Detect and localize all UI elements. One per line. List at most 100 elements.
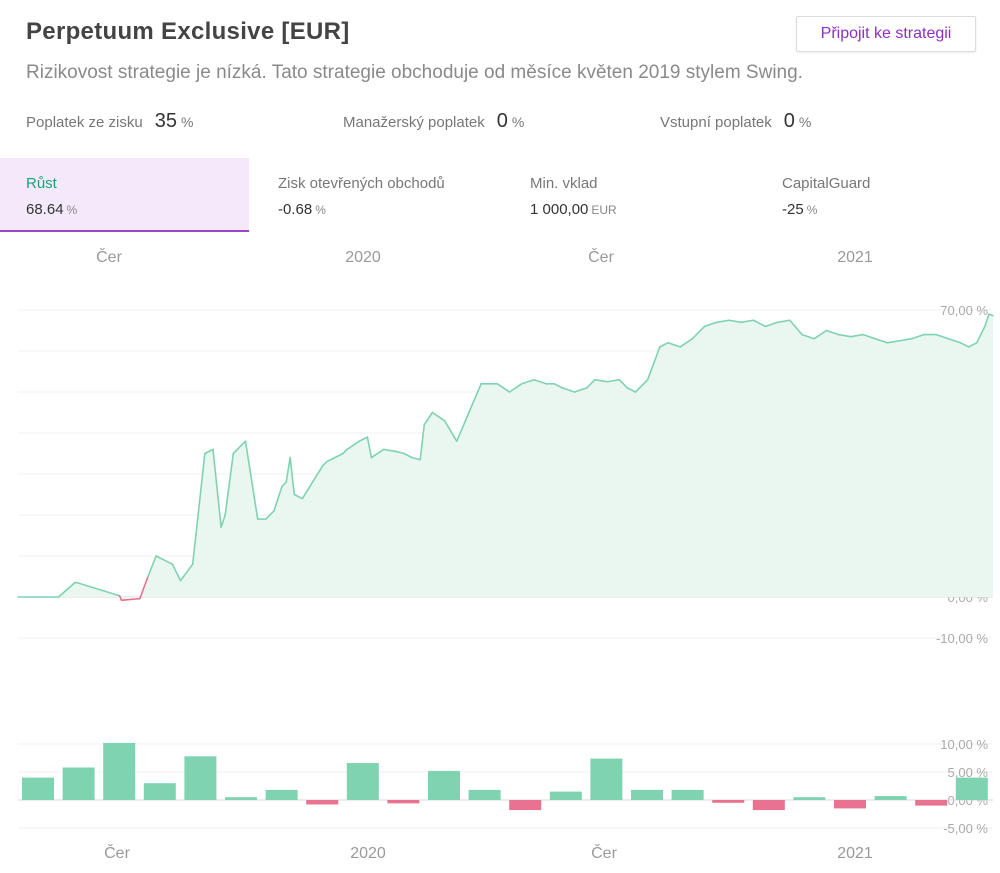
tab-growth-label: Růst xyxy=(26,175,57,192)
top-x-tick-label: 2021 xyxy=(837,249,873,266)
bar-y-tick-label: 0,00 % xyxy=(948,793,989,808)
growth-line-segment xyxy=(975,325,986,344)
monthly-bar xyxy=(590,758,623,800)
tab-growth-unit: % xyxy=(66,203,78,217)
growth-line-segment xyxy=(468,382,482,414)
tab-capitalguard[interactable]: CapitalGuard -25% xyxy=(756,158,1000,232)
tab-min-deposit[interactable]: Min. vklad 1 000,00 EUR xyxy=(504,158,753,232)
fee-entry-unit: % xyxy=(798,114,812,130)
growth-line-segment xyxy=(520,378,535,385)
area-y-tick-label: 70,00 % xyxy=(940,303,988,318)
growth-line-segment xyxy=(411,456,421,461)
strategy-title: Perpetuum Exclusive [EUR] xyxy=(26,18,350,45)
growth-line-segment xyxy=(273,485,283,512)
growth-line-segment xyxy=(874,337,889,344)
area-fill xyxy=(18,314,993,601)
monthly-bar xyxy=(671,789,704,800)
fee-profit-unit: % xyxy=(180,114,194,130)
fee-entry-label: Vstupní poplatek xyxy=(660,114,772,131)
growth-line-segment xyxy=(967,341,978,348)
growth-line-segment xyxy=(265,510,275,520)
growth-line-segment xyxy=(594,378,608,383)
growth-line-segment xyxy=(120,597,141,602)
growth-line-segment xyxy=(764,321,779,328)
growth-line-segment xyxy=(898,337,913,342)
growth-line-segment xyxy=(606,378,621,383)
growth-line-segment xyxy=(573,387,588,393)
monthly-bar xyxy=(915,800,948,806)
tab-open-trades-profit[interactable]: Zisk otevřených obchodů -0.68% xyxy=(252,158,501,232)
monthly-bar xyxy=(306,800,339,805)
growth-line-segment xyxy=(76,581,121,597)
area-y-tick-label: 20,00 % xyxy=(940,508,988,523)
monthly-bar xyxy=(428,770,460,800)
growth-line-segment xyxy=(191,452,206,566)
growth-line-segment xyxy=(220,514,226,529)
tab-capitalguard-unit: % xyxy=(806,203,818,217)
fee-management-label: Manažerský poplatek xyxy=(343,114,485,131)
growth-line-segment xyxy=(691,325,706,340)
growth-line-segment xyxy=(837,333,852,338)
growth-line-segment xyxy=(171,563,182,582)
growth-line-segment xyxy=(289,456,296,496)
growth-line-segment xyxy=(224,452,235,516)
growth-line-segment xyxy=(910,333,925,340)
growth-line-segment xyxy=(212,448,222,529)
area-y-tick-label: 30,00 % xyxy=(940,467,988,482)
growth-line-segment xyxy=(431,411,446,422)
area-y-tick-label: 60,00 % xyxy=(940,344,988,359)
growth-line-segment xyxy=(346,440,361,451)
growth-line-segment xyxy=(285,456,291,484)
fee-entry-value: 0 xyxy=(783,110,795,132)
growth-line-segment xyxy=(244,440,259,520)
monthly-bar xyxy=(793,797,826,800)
fee-management-value: 0 xyxy=(496,110,508,132)
bottom-x-tick-label: Čer xyxy=(591,843,617,862)
monthly-bar xyxy=(387,800,420,804)
growth-line-segment xyxy=(679,337,694,348)
bar-y-tick-label: 5,00 % xyxy=(948,765,989,780)
growth-line-segment xyxy=(585,378,596,389)
growth-line-segment xyxy=(455,411,470,443)
monthly-bar xyxy=(103,742,136,800)
tab-open-trades-unit: % xyxy=(315,203,326,217)
growth-line-segment xyxy=(370,448,385,459)
monthly-bar xyxy=(468,789,501,800)
area-y-tick-label: 0,00 % xyxy=(948,590,989,605)
tab-growth-value-row: 68.64% xyxy=(26,201,77,218)
monthly-bar xyxy=(752,800,785,811)
monthly-bar xyxy=(225,797,257,800)
growth-line-segment xyxy=(395,450,405,455)
growth-line-segment xyxy=(886,339,901,344)
growth-line-segment xyxy=(155,555,174,566)
growth-line-segment xyxy=(281,481,287,488)
growth-line-segment xyxy=(334,452,344,459)
growth-line-segment xyxy=(634,378,649,393)
tab-growth[interactable]: Růst 68.64% xyxy=(0,158,249,232)
bottom-x-tick-label: 2021 xyxy=(837,845,873,862)
growth-line-segment xyxy=(728,319,742,324)
monthly-bar xyxy=(874,796,907,800)
monthly-bar xyxy=(549,791,582,800)
monthly-bar xyxy=(22,777,54,800)
growth-line-segment xyxy=(57,581,76,598)
tab-capitalguard-value: -25 xyxy=(782,201,804,218)
growth-line-segment xyxy=(947,337,962,344)
connect-strategy-button[interactable]: Připojit ke strategii xyxy=(796,16,976,52)
area-y-tick-label: 10,00 % xyxy=(940,549,988,564)
growth-line-segment xyxy=(618,378,629,389)
growth-line-segment xyxy=(366,436,373,459)
growth-line-segment xyxy=(293,493,304,500)
area-y-tick-label: 50,00 % xyxy=(940,385,988,400)
top-x-tick-label: Čer xyxy=(96,247,122,266)
growth-line-segment xyxy=(508,382,523,393)
area-y-tick-label: 40,00 % xyxy=(940,426,988,441)
tab-min-deposit-label: Min. vklad xyxy=(530,175,598,192)
tab-min-deposit-unit: EUR xyxy=(591,203,617,217)
growth-line-segment xyxy=(776,319,791,324)
tab-open-trades-value: -0.68 xyxy=(278,201,313,218)
growth-line-segment xyxy=(752,319,767,328)
tab-capitalguard-value-row: -25% xyxy=(782,201,817,218)
growth-line-segment xyxy=(204,448,214,455)
monthly-bar xyxy=(712,800,745,803)
